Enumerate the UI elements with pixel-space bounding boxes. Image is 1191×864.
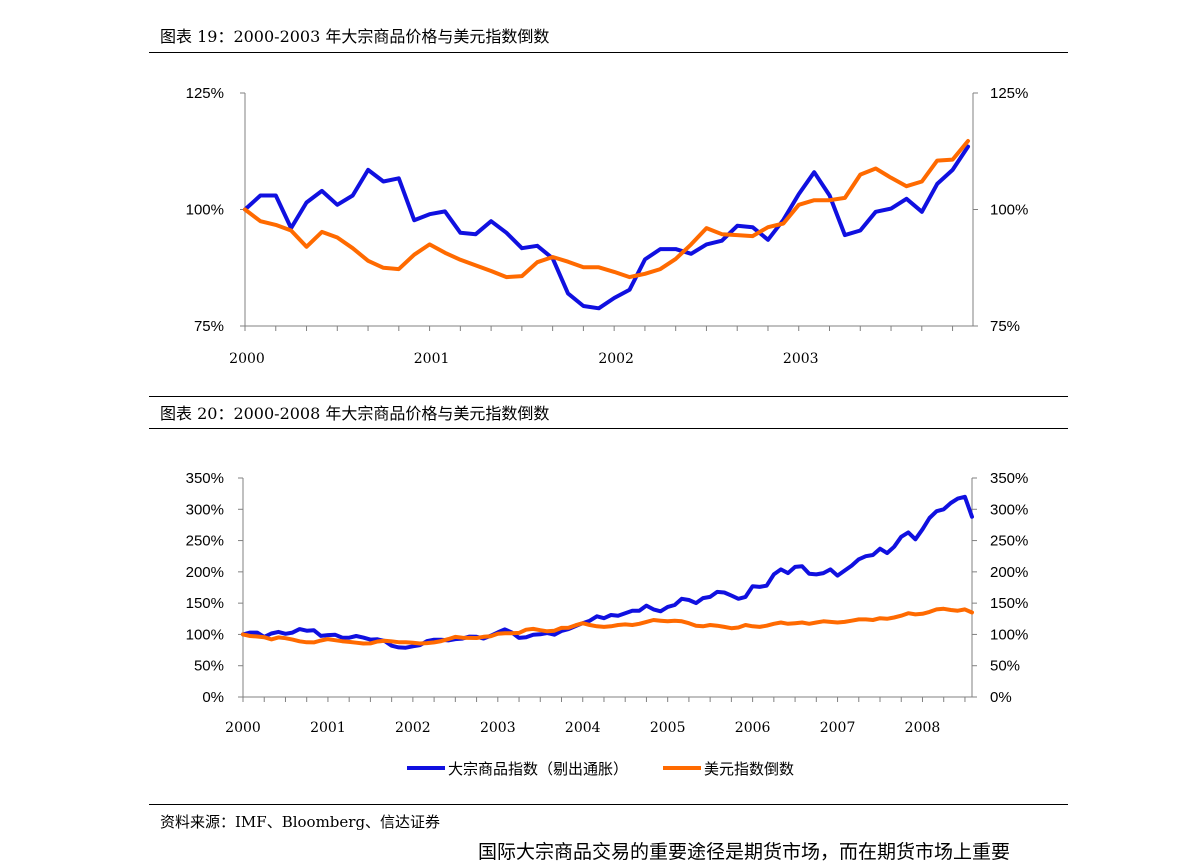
y-tick-label-left: 300% (186, 501, 224, 518)
y-tick-label-left: 250% (186, 533, 224, 550)
series-line-commodity (243, 144, 970, 311)
y-tick-label-right: 350% (990, 470, 1028, 487)
legend-label-commodity: 大宗商品指数（剔出通胀） (448, 760, 628, 778)
x-tick-label: 2007 (820, 720, 856, 736)
figure19-bottom-rule (149, 396, 1068, 397)
series-line-commodity (241, 494, 974, 650)
x-tick-label: 2001 (414, 351, 450, 367)
y-tick-label-left: 75% (194, 318, 224, 335)
x-tick-label: 2003 (480, 720, 516, 736)
y-tick-label-right: 0% (990, 689, 1012, 706)
y-tick-label-left: 100% (186, 626, 224, 643)
x-tick-label: 2000 (229, 351, 265, 367)
y-tick-label-right: 100% (990, 202, 1028, 219)
chart-2: 350% 350% 300% 300% 250% 250% 200% 200% 150% 150%… (186, 470, 1029, 778)
x-tick-label: 2001 (310, 720, 346, 736)
y-tick-label-right: 100% (990, 626, 1028, 643)
y-tick-label-right: 150% (990, 595, 1028, 612)
body-text-fragment: 国际大宗商品交易的重要途径是期货市场，而在期货市场上重要 (478, 841, 1011, 863)
source-rule (149, 804, 1068, 805)
y-tick-label-left: 100% (186, 202, 224, 219)
x-tick-label: 2000 (225, 720, 261, 736)
source-note: 资料来源：IMF、Bloomberg、信达证券 (160, 813, 441, 831)
y-tick-label-right: 75% (990, 318, 1020, 335)
y-tick-label-left: 350% (186, 470, 224, 487)
figure19-caption: 图表 19：2000-2003 年大宗商品价格与美元指数倒数 (160, 27, 550, 46)
y-tick-label-left: 150% (186, 595, 224, 612)
y-tick-label-right: 200% (990, 564, 1028, 581)
series-line-dollar (243, 139, 970, 280)
figure19-top-rule (149, 52, 1068, 53)
y-tick-label-left: 125% (186, 85, 224, 102)
y-tick-label-right: 250% (990, 533, 1028, 550)
x-tick-label: 2005 (650, 720, 686, 736)
figure20-top-rule (149, 428, 1068, 429)
y-tick-label-left: 200% (186, 564, 224, 581)
chart-1: 125% 125% 100% 100% 75% 75% 2000 2001 2002 2003 (186, 85, 1029, 367)
figure20-caption: 图表 20：2000-2008 年大宗商品价格与美元指数倒数 (160, 404, 550, 423)
series-line-dollar (241, 606, 974, 646)
x-tick-label: 2003 (783, 351, 819, 367)
x-tick-label: 2008 (905, 720, 941, 736)
y-tick-label-left: 50% (194, 658, 224, 675)
y-tick-label-right: 300% (990, 501, 1028, 518)
x-tick-label: 2006 (735, 720, 771, 736)
x-tick-label: 2002 (598, 351, 634, 367)
y-tick-label-right: 50% (990, 658, 1020, 675)
x-tick-label: 2002 (395, 720, 431, 736)
y-tick-label-right: 125% (990, 85, 1028, 102)
y-tick-label-left: 0% (202, 689, 224, 706)
legend-label-dollar: 美元指数倒数 (704, 760, 794, 778)
x-tick-label: 2004 (565, 720, 601, 736)
